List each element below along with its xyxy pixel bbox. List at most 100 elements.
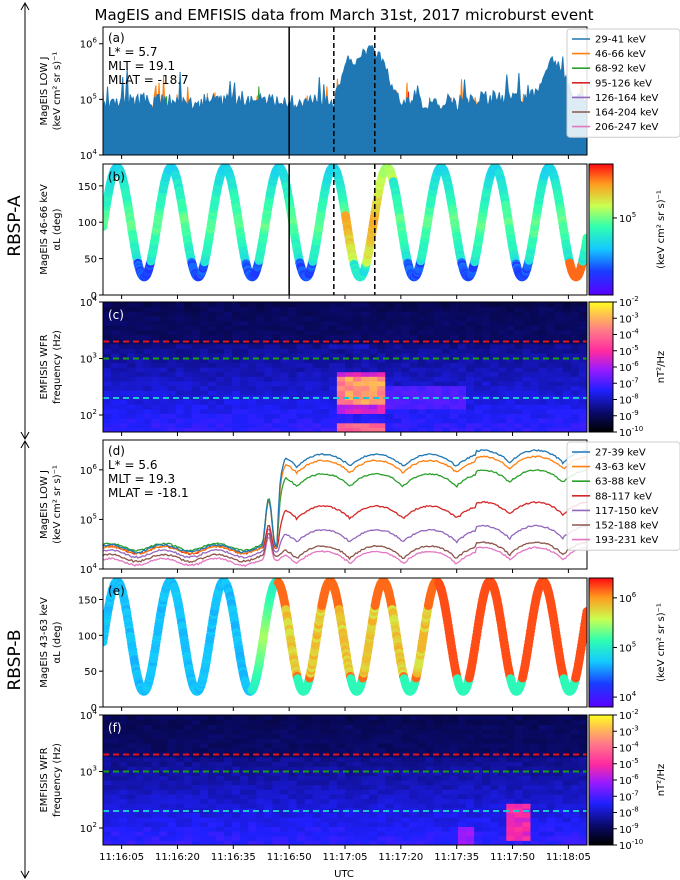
spectrogram-cell (248, 394, 257, 401)
spectrogram-cell (304, 747, 314, 753)
spectrogram-cell (191, 724, 201, 730)
spectrogram-cell (191, 831, 201, 837)
spectrogram-cell (449, 793, 459, 800)
spectrogram-cell (240, 733, 249, 739)
spectrogram-cell (466, 394, 475, 401)
spectrogram-cell (482, 380, 491, 387)
spectrogram-cell (328, 715, 338, 721)
spectrogram-cell (514, 348, 524, 354)
y-axis-label: MagEIS 46-66 keV (39, 184, 50, 275)
spectrogram-cell (320, 742, 330, 749)
spectrogram-cell (425, 756, 435, 762)
spectrogram-cell (328, 334, 338, 340)
spectrogram-cell (264, 826, 273, 832)
spectrogram-cell (401, 803, 411, 809)
spectrogram-cell (159, 789, 169, 795)
spectrogram-cell (377, 738, 386, 744)
spectrogram-cell (175, 362, 185, 368)
spectrogram-cell (264, 747, 273, 753)
spectrogram-cell (498, 334, 507, 340)
spectrogram-cell (183, 780, 193, 786)
spectrogram-cell (361, 817, 370, 823)
spectrogram-cell (474, 803, 483, 809)
colorbar (588, 577, 614, 708)
spectrogram-cell (280, 742, 290, 749)
spectrogram-cell (175, 329, 185, 336)
spectrogram-cell (336, 738, 346, 744)
spectrogram-cell (385, 422, 394, 428)
spectrogram-cell (207, 715, 217, 721)
spectrogram-cell (288, 367, 298, 373)
spectrogram-cell (215, 724, 225, 730)
spectrogram-cell (127, 840, 136, 845)
spectrogram-cell (490, 353, 499, 359)
spectrogram-cell (401, 380, 411, 387)
spectrogram-cell (103, 826, 112, 832)
spectrogram-cell (506, 394, 515, 401)
spectrogram-cell (119, 719, 128, 725)
spectrogram-cell (248, 775, 257, 781)
spectrogram-cell (264, 798, 273, 804)
spectrogram-cell (353, 315, 362, 322)
spectrogram-cell (111, 775, 120, 781)
spectrogram-cell (554, 380, 564, 387)
spectrogram-cell (466, 371, 475, 377)
spectrogram-cell (433, 728, 443, 735)
spectrogram-cell (369, 715, 378, 721)
spectrogram-cell (135, 784, 144, 790)
spectrogram-cell (207, 357, 217, 363)
spectrogram-cell (272, 803, 282, 809)
spectrogram-cell (369, 826, 378, 832)
spectrogram-cell (159, 826, 169, 832)
spectrogram-cell (183, 724, 193, 730)
spectrogram-cell (191, 311, 201, 317)
spectrogram-cell (127, 399, 136, 405)
spectrogram-cell (345, 724, 354, 730)
spectrogram-cell (441, 766, 451, 772)
spectrogram-cell (562, 315, 572, 322)
spectrogram-cell (312, 742, 322, 749)
spectrogram-cell (191, 826, 201, 832)
spectrogram-cell (159, 408, 169, 414)
spectrogram-cell (441, 798, 451, 804)
spectrogram-cell (546, 376, 556, 382)
spectrogram-cell (183, 793, 193, 800)
spectrogram-cell (256, 803, 265, 809)
spectrogram-cell (199, 427, 209, 432)
spectrogram-cell (215, 408, 225, 414)
spectrogram-cell (304, 408, 314, 414)
spectrogram-cell (103, 315, 112, 322)
spectrogram-cell (393, 408, 403, 414)
spectrogram-cell (409, 408, 419, 414)
spectrogram-cell (474, 422, 483, 428)
spectrogram-cell (457, 302, 467, 308)
colorbar-tick-label: 10-7 (619, 376, 639, 390)
spectrogram-cell (457, 775, 467, 781)
spectrogram-cell (328, 775, 338, 781)
spectrogram-cell (103, 367, 112, 373)
spectrogram-cell (248, 798, 257, 804)
spectrogram-cell (425, 334, 435, 340)
spectrogram-cell (296, 362, 306, 368)
spectrogram-cell (159, 427, 169, 432)
spectrogram-cell (207, 329, 217, 336)
spectrogram-cell (151, 427, 161, 432)
spectrogram-cell (554, 418, 564, 424)
spectrogram-cell (280, 315, 290, 322)
spectrogram-cell (385, 831, 394, 837)
spectrogram-cell (328, 738, 338, 744)
spectrogram-cell (151, 803, 161, 809)
spectrogram-cell (345, 798, 354, 804)
spectrogram-cell (199, 756, 209, 762)
spectrogram-cell (304, 334, 314, 340)
spectrogram-cell (522, 404, 532, 410)
spectrogram-cell (264, 812, 273, 818)
spectrogram-cell (345, 427, 354, 432)
spectrogram-cell (296, 803, 306, 809)
spectrogram-cell (232, 835, 241, 841)
spectrogram-cell (127, 311, 136, 317)
spectrogram-cell (288, 719, 298, 725)
spectrogram-cell (264, 761, 273, 767)
spectrogram-cell (135, 413, 144, 419)
spectrogram-cell (111, 311, 120, 317)
